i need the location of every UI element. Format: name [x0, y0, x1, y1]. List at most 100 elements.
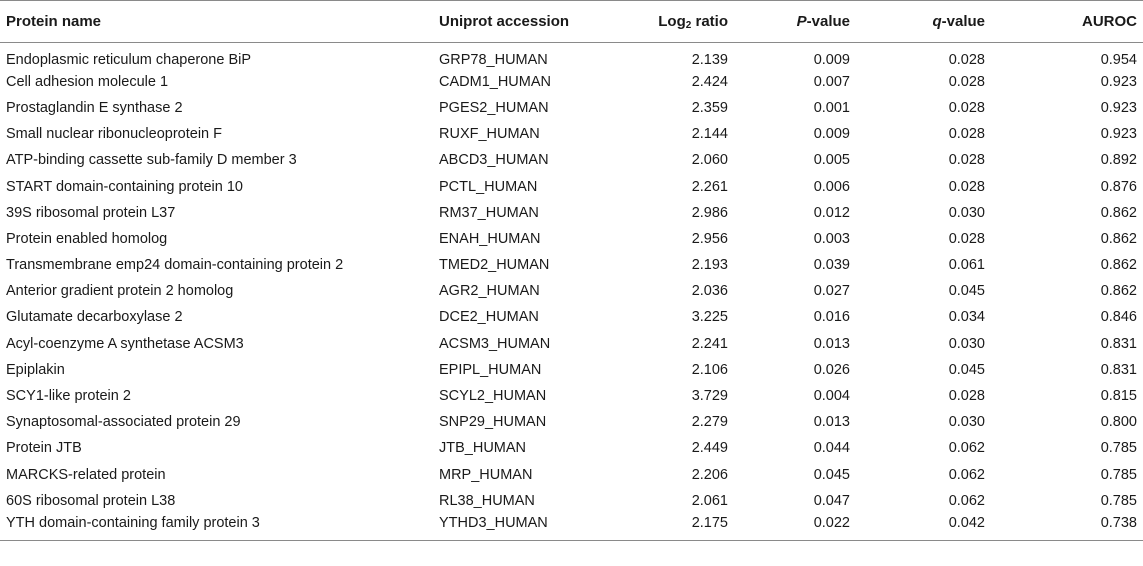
cell-p-value: 0.004: [813, 388, 850, 405]
cell-q-value: 0.028: [948, 388, 985, 405]
cell-auroc: 0.738: [997, 513, 1143, 541]
cell-uniprot-accession: SNP29_HUMAN: [439, 414, 547, 431]
table-row: Small nuclear ribonucleoprotein F RUXF_HU…: [0, 121, 1143, 147]
cell-q-value: 0.030: [948, 204, 985, 221]
cell-q-value: 0.028: [948, 126, 985, 143]
cell-p-value: 0.007: [813, 73, 850, 90]
header-auroc: AUROC: [997, 0, 1143, 43]
cell-p-value: 0.003: [813, 230, 850, 247]
cell-protein-name: 60S ribosomal protein L38: [6, 492, 176, 509]
header-row: Protein name Uniprot accession Log2 rati…: [0, 0, 1143, 43]
cell-protein-name: Anterior gradient protein 2 homolog: [6, 283, 234, 300]
cell-protein-name: Prostaglandin E synthase 2: [6, 99, 183, 116]
header-q-suffix: -value: [941, 13, 985, 30]
cell-auroc: 0.785: [1100, 440, 1137, 457]
cell-uniprot-accession: RM37_HUMAN: [439, 204, 539, 221]
cell-p-value: 0.009: [813, 51, 850, 68]
header-protein-name: Protein name: [0, 0, 431, 43]
cell-auroc: 0.785: [1100, 492, 1137, 509]
header-q-italic: q: [932, 13, 942, 30]
cell-protein-name: 39S ribosomal protein L37: [6, 204, 176, 221]
cell-uniprot-accession: EPIPL_HUMAN: [439, 361, 542, 378]
cell-log2-ratio: 2.359: [691, 99, 728, 116]
cell-uniprot-accession: AGR2_HUMAN: [439, 283, 540, 300]
cell-log2-ratio: 2.139: [691, 51, 728, 68]
header-q-value: q-value: [862, 0, 997, 43]
cell-auroc: 0.815: [1100, 388, 1137, 405]
cell-q-value: 0.028: [948, 178, 985, 195]
cell-q-value: 0.045: [948, 361, 985, 378]
table-row: Endoplasmic reticulum chaperone BiP GRP78…: [0, 43, 1143, 69]
cell-p-value: 0.001: [813, 99, 850, 116]
cell-protein-name: Small nuclear ribonucleoprotein F: [6, 126, 222, 143]
cell-p-value: 0.013: [813, 414, 850, 431]
cell-q-value: 0.028: [948, 99, 985, 116]
cell-p-value: 0.022: [740, 513, 862, 541]
cell-uniprot-accession: PGES2_HUMAN: [439, 99, 549, 116]
table-header: Protein name Uniprot accession Log2 rati…: [0, 0, 1143, 43]
cell-uniprot-accession: PCTL_HUMAN: [439, 178, 538, 195]
cell-protein-name: YTH domain-containing family protein 3: [0, 513, 431, 541]
cell-protein-name: Protein JTB: [6, 440, 82, 457]
cell-p-value: 0.009: [813, 126, 850, 143]
cell-log2-ratio: 2.956: [691, 230, 728, 247]
cell-auroc: 0.923: [1100, 126, 1137, 143]
cell-log2-ratio: 2.241: [691, 335, 728, 352]
table-row: Prostaglandin E synthase 2 PGES2_HUMAN 2.3…: [0, 95, 1143, 121]
cell-uniprot-accession: JTB_HUMAN: [439, 440, 527, 457]
cell-q-value: 0.034: [948, 309, 985, 326]
cell-auroc: 0.831: [1100, 361, 1137, 378]
cell-auroc: 0.800: [1100, 414, 1137, 431]
cell-p-value: 0.013: [813, 335, 850, 352]
cell-protein-name: Cell adhesion molecule 1: [6, 73, 169, 90]
table-row: Synaptosomal-associated protein 29 SNP29_…: [0, 409, 1143, 435]
cell-q-value: 0.062: [948, 440, 985, 457]
table-row: Transmembrane emp24 domain-containing pr…: [0, 252, 1143, 278]
header-log2-subscript: 2: [685, 19, 692, 31]
cell-auroc: 0.862: [1100, 204, 1137, 221]
cell-q-value: 0.030: [948, 414, 985, 431]
table-row: 60S ribosomal protein L38 RL38_HUMAN 2.061…: [0, 488, 1143, 514]
table-row: Glutamate decarboxylase 2 DCE2_HUMAN 3.225…: [0, 304, 1143, 330]
cell-auroc: 0.954: [1100, 51, 1137, 68]
cell-q-value: 0.045: [948, 283, 985, 300]
table-row: Anterior gradient protein 2 homolog AGR2_…: [0, 278, 1143, 304]
cell-uniprot-accession: MRP_HUMAN: [439, 466, 533, 483]
cell-uniprot-accession: ACSM3_HUMAN: [439, 335, 551, 352]
cell-p-value: 0.005: [813, 152, 850, 169]
cell-protein-name: Epiplakin: [6, 361, 65, 378]
cell-log2-ratio: 2.449: [691, 440, 728, 457]
cell-log2-ratio: 2.106: [691, 361, 728, 378]
table-row: YTH domain-containing family protein 3 YT…: [0, 513, 1143, 541]
table-row: SCY1-like protein 2 SCYL2_HUMAN 3.729 0.004…: [0, 383, 1143, 409]
cell-uniprot-accession: GRP78_HUMAN: [439, 51, 548, 68]
cell-log2-ratio: 2.261: [691, 178, 728, 195]
cell-uniprot-accession: CADM1_HUMAN: [439, 73, 551, 90]
cell-auroc: 0.876: [1100, 178, 1137, 195]
cell-auroc: 0.862: [1100, 257, 1137, 274]
cell-q-value: 0.028: [948, 230, 985, 247]
cell-log2-ratio: 2.175: [619, 513, 740, 541]
header-uniprot-accession: Uniprot accession: [431, 0, 619, 43]
cell-auroc: 0.831: [1100, 335, 1137, 352]
cell-protein-name: Acyl-coenzyme A synthetase ACSM3: [6, 335, 244, 352]
cell-log2-ratio: 2.986: [691, 204, 728, 221]
cell-protein-name: SCY1-like protein 2: [6, 388, 131, 405]
cell-uniprot-accession: SCYL2_HUMAN: [439, 388, 547, 405]
cell-p-value: 0.047: [813, 492, 850, 509]
cell-log2-ratio: 2.060: [691, 152, 728, 169]
cell-auroc: 0.923: [1100, 99, 1137, 116]
cell-p-value: 0.016: [813, 309, 850, 326]
table-row: ATP-binding cassette sub-family D member…: [0, 147, 1143, 173]
cell-q-value: 0.028: [948, 51, 985, 68]
cell-protein-name: Protein enabled homolog: [6, 230, 168, 247]
cell-protein-name: Endoplasmic reticulum chaperone BiP: [6, 51, 252, 68]
cell-q-value: 0.061: [948, 257, 985, 274]
header-p-suffix: -value: [806, 13, 850, 30]
cell-log2-ratio: 3.729: [691, 388, 728, 405]
table-row: START domain-containing protein 10 PCTL_H…: [0, 173, 1143, 199]
cell-log2-ratio: 2.279: [691, 414, 728, 431]
cell-q-value: 0.062: [948, 466, 985, 483]
cell-uniprot-accession: ENAH_HUMAN: [439, 230, 541, 247]
table-row: Protein enabled homolog ENAH_HUMAN 2.956 0.…: [0, 226, 1143, 252]
